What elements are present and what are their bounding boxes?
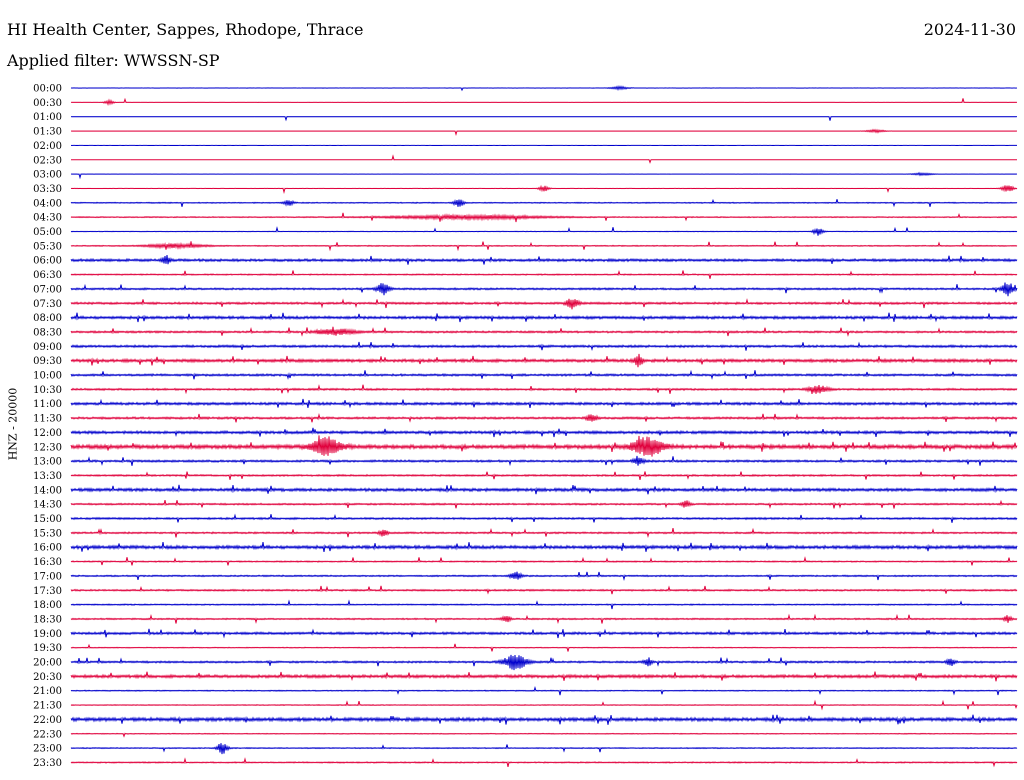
- row-time-label: 17:30: [33, 586, 62, 597]
- row-time-label: 01:00: [33, 112, 62, 123]
- trace-row-1230: [70, 435, 1018, 457]
- row-time-label: 21:00: [33, 686, 62, 697]
- row-time-label: 14:30: [33, 500, 62, 511]
- trace-row-0730: [70, 298, 1018, 310]
- row-time-label: 23:00: [33, 744, 62, 755]
- trace-row-0930: [70, 353, 1018, 368]
- station-title: HI Health Center, Sappes, Rhodope, Thrac…: [7, 20, 364, 39]
- trace-row-1000: [70, 369, 1018, 380]
- row-time-label: 17:00: [33, 571, 62, 582]
- row-time-label: 18:00: [33, 600, 62, 611]
- row-time-label: 06:30: [33, 270, 62, 281]
- trace-row-1830: [70, 613, 1018, 624]
- row-time-label: 09:00: [33, 342, 62, 353]
- row-time-label: 22:30: [33, 729, 62, 740]
- row-time-label: 16:30: [33, 557, 62, 568]
- row-time-label: 13:00: [33, 457, 62, 468]
- row-time-label: 03:30: [33, 184, 62, 195]
- trace-row-0700: [70, 282, 1018, 297]
- trace-row-1130: [70, 413, 1018, 423]
- trace-row-2030: [70, 671, 1018, 682]
- row-time-label: 13:30: [33, 471, 62, 482]
- row-time-label: 10:00: [33, 371, 62, 382]
- row-time-label: 12:00: [33, 428, 62, 439]
- trace-row-1200: [70, 427, 1018, 438]
- trace-row-0500: [70, 226, 1018, 236]
- trace-row-2000: [70, 654, 1018, 671]
- row-time-label: 00:00: [33, 84, 62, 95]
- trace-row-1500: [70, 513, 1018, 523]
- trace-row-1030: [70, 384, 1018, 395]
- row-time-label: 04:00: [33, 198, 62, 209]
- trace-row-0300: [70, 171, 1018, 180]
- trace-row-0000: [70, 85, 1018, 92]
- filter-label: Applied filter: WWSSN-SP: [7, 51, 220, 70]
- trace-row-2330: [70, 757, 1018, 768]
- trace-row-1430: [70, 499, 1018, 509]
- date-label: 2024-11-30: [923, 20, 1016, 39]
- row-time-label: 11:00: [33, 399, 62, 410]
- row-time-label: 14:00: [33, 485, 62, 496]
- trace-row-1900: [70, 628, 1018, 639]
- row-time-label: 16:00: [33, 543, 62, 554]
- row-time-label: 19:30: [33, 643, 62, 654]
- trace-row-0030: [70, 97, 1018, 107]
- trace-row-1730: [70, 585, 1018, 595]
- row-time-label: 06:00: [33, 256, 62, 267]
- row-time-label: 12:30: [33, 442, 62, 453]
- trace-row-2130: [70, 699, 1018, 711]
- row-time-label: 01:30: [33, 127, 62, 138]
- row-time-label: 11:30: [33, 414, 62, 425]
- trace-row-0900: [70, 341, 1018, 352]
- trace-row-0430: [70, 212, 1018, 223]
- trace-row-0130: [70, 128, 1018, 136]
- trace-row-1400: [70, 484, 1018, 495]
- row-time-label: 08:00: [33, 313, 62, 324]
- row-time-label: 04:30: [33, 213, 62, 224]
- trace-row-1530: [70, 527, 1018, 538]
- trace-row-0530: [70, 241, 1018, 252]
- row-time-label: 08:30: [33, 327, 62, 338]
- trace-row-1800: [70, 599, 1018, 610]
- row-time-label: 09:30: [33, 356, 62, 367]
- trace-row-1930: [70, 643, 1018, 652]
- trace-row-0800: [70, 312, 1018, 323]
- trace-row-1700: [70, 571, 1018, 582]
- row-time-label: 15:30: [33, 528, 62, 539]
- row-time-label: 18:30: [33, 614, 62, 625]
- trace-row-2300: [70, 743, 1018, 755]
- trace-row-1600: [70, 541, 1018, 552]
- row-time-label: 19:00: [33, 629, 62, 640]
- row-time-label: 02:00: [33, 141, 62, 152]
- row-time-label: 15:00: [33, 514, 62, 525]
- row-time-label: 10:30: [33, 385, 62, 396]
- trace-row-0630: [70, 270, 1018, 279]
- trace-row-0830: [70, 326, 1018, 337]
- row-time-label: 20:00: [33, 658, 62, 669]
- trace-row-2230: [70, 732, 1018, 738]
- trace-row-2100: [70, 685, 1018, 696]
- row-time-label: 03:00: [33, 170, 62, 181]
- trace-row-0330: [70, 184, 1018, 194]
- trace-row-0600: [70, 254, 1018, 265]
- row-time-label: 07:30: [33, 299, 62, 310]
- row-time-label: 00:30: [33, 98, 62, 109]
- row-time-label: 20:30: [33, 672, 62, 683]
- row-time-label: 22:00: [33, 715, 62, 726]
- trace-row-0230: [70, 154, 1018, 164]
- trace-row-0400: [70, 198, 1018, 208]
- row-time-label: 02:30: [33, 155, 62, 166]
- row-time-label: 05:30: [33, 241, 62, 252]
- trace-row-1100: [70, 398, 1018, 409]
- trace-row-1300: [70, 455, 1018, 467]
- row-time-label: 23:30: [33, 758, 62, 769]
- row-time-label: 07:00: [33, 284, 62, 295]
- trace-row-2200: [70, 714, 1018, 725]
- trace-row-1630: [70, 556, 1018, 566]
- trace-row-1330: [70, 471, 1018, 481]
- row-time-label: 21:30: [33, 701, 62, 712]
- trace-row-0100: [70, 116, 1018, 122]
- row-time-label: 05:00: [33, 227, 62, 238]
